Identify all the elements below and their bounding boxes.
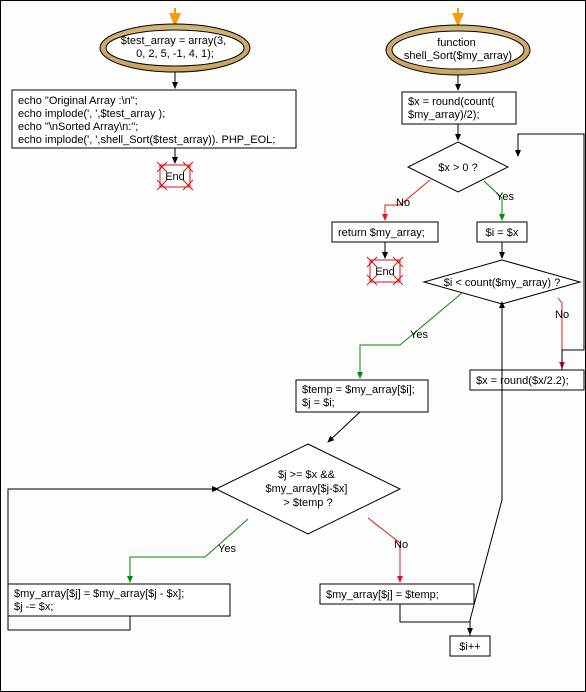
left-n2-l4: echo implode(', ',shell_Sort($test_array… xyxy=(18,134,275,146)
flowchart-svg: $test_array = array(3, 0, 2, 5, -1, 4, 1… xyxy=(0,0,586,692)
b1-l2: $j = $i; xyxy=(302,397,335,409)
r1-text: return $my_array; xyxy=(338,227,425,239)
left-n1-l1: $test_array = array(3, xyxy=(121,35,226,47)
left-start-terminator: $test_array = array(3, 0, 2, 5, -1, 4, 1… xyxy=(100,24,250,72)
d1-text: $x > 0 ? xyxy=(438,162,477,174)
xr-box: $x = round($x/2.2); xyxy=(470,370,584,390)
svg-text:$test_array = array(3, 0: $test_array = array(3, 0, 2, 5, -1, 4, 1… xyxy=(121,35,230,60)
xr-text: $x = round($x/2.2); xyxy=(476,375,569,387)
d3-l3: > $temp ? xyxy=(283,497,332,509)
b2-l2: $j -= $x; xyxy=(14,601,53,613)
left-n2-l2: echo implode(', ',$test_array ); xyxy=(18,108,165,120)
right-end-label: End xyxy=(375,266,395,278)
left-end-terminator: End xyxy=(157,162,193,190)
d1-yes-label: Yes xyxy=(496,191,514,203)
b2-l1: $my_array[$j] = $my_array[$j - $x]; xyxy=(14,588,184,600)
d2-decision: $i < count($my_array) ? xyxy=(424,260,580,304)
d3-no-label: No xyxy=(394,539,408,551)
fn-terminator: function shell_Sort($my_array) xyxy=(386,25,530,75)
a1-box: $i = $x xyxy=(477,222,527,242)
p1-l2: $my_array)/2); xyxy=(408,109,480,121)
inc-box: $i++ xyxy=(450,636,490,656)
d1-decision: $x > 0 ? xyxy=(408,142,508,192)
d3-yes-label: Yes xyxy=(218,543,236,555)
p1-l1: $x = round(count( xyxy=(408,96,495,108)
d1-no-label: No xyxy=(396,197,410,209)
b1-box: $temp = $my_array[$i]; $j = $i; xyxy=(296,380,428,412)
d3-decision: $j >= $x && $my_array[$j-$x] > $temp ? xyxy=(216,444,400,534)
a1-text: $i = $x xyxy=(486,227,519,239)
left-echo-block: echo "Original Array :\n"; echo implode(… xyxy=(12,90,296,148)
p1-box: $x = round(count( $my_array)/2); xyxy=(402,92,516,124)
b2-box: $my_array[$j] = $my_array[$j - $x]; $j -… xyxy=(8,584,230,616)
inc-text: $i++ xyxy=(459,641,480,653)
fn-l2: shell_Sort($my_array) xyxy=(404,50,512,62)
b3-text: $my_array[$j] = $temp; xyxy=(326,589,439,601)
d3-l1: $j >= $x && xyxy=(278,469,336,481)
left-n1-l2: 0, 2, 5, -1, 4, 1); xyxy=(136,48,214,60)
right-end-terminator: End xyxy=(367,257,403,285)
b3-box: $my_array[$j] = $temp; xyxy=(320,584,474,604)
left-n2-l1: echo "Original Array :\n"; xyxy=(18,95,138,107)
b1-l1: $temp = $my_array[$i]; xyxy=(302,384,415,396)
d2-no-label: No xyxy=(555,309,569,321)
d2-yes-label: Yes xyxy=(410,329,428,341)
return-box: return $my_array; xyxy=(332,222,438,242)
left-n2-l3: echo "\nSorted Array\n:"; xyxy=(18,121,138,133)
d3-l2: $my_array[$j-$x] xyxy=(266,483,348,495)
d2-text: $i < count($my_array) ? xyxy=(444,277,560,289)
fn-l1: function xyxy=(437,37,476,49)
left-end-label: End xyxy=(165,171,185,183)
